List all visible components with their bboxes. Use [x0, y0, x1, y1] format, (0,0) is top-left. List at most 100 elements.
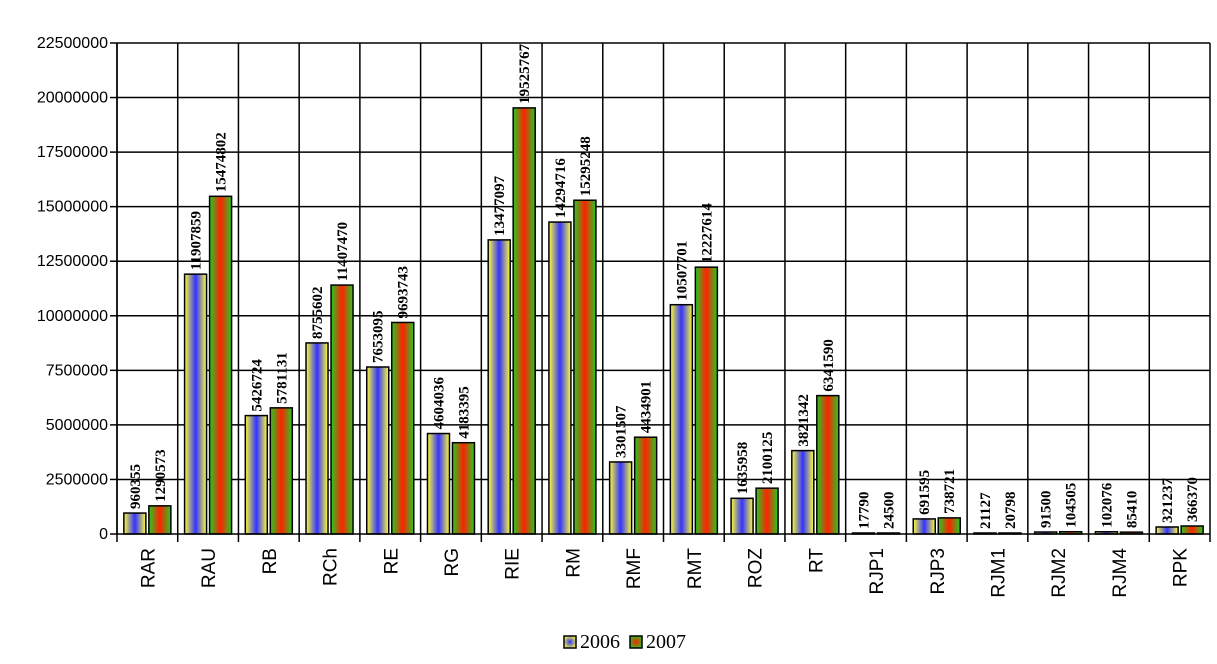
y-tick-label: 22500000 [37, 35, 108, 52]
bar-2007-RM [573, 199, 597, 535]
data-label: 104505 [1064, 483, 1080, 528]
data-label: 1635958 [735, 442, 751, 495]
data-label: 15295248 [578, 136, 594, 196]
x-tick-label: RM [563, 548, 584, 578]
y-tick-label: 5000000 [46, 417, 108, 434]
x-tick-label: RJP1 [867, 548, 888, 594]
bar-2007-RCh [330, 284, 354, 535]
data-label: 102076 [1099, 482, 1115, 528]
x-tick-label: RB [260, 548, 281, 574]
bar-2006-RG [426, 432, 451, 535]
bar-2006-RJP3 [912, 518, 936, 535]
legend-label-2006: 2006 [580, 631, 620, 653]
data-label: 3821342 [796, 394, 812, 447]
x-tick-label: RAU [199, 548, 220, 588]
legend-swatch-2006 [563, 635, 577, 649]
x-tick-label: ROZ [746, 548, 767, 589]
grid-lines [116, 42, 1211, 542]
data-label: 3301507 [614, 405, 630, 458]
data-label: 691595 [917, 470, 933, 515]
data-label: 1290573 [153, 449, 169, 502]
data-label: 321237 [1160, 477, 1176, 523]
x-tick-label: RJP3 [928, 548, 949, 594]
bars [123, 107, 1204, 535]
bar-2006-ROZ [730, 497, 754, 535]
data-label: 738721 [942, 469, 958, 514]
y-tick-label: 10000000 [37, 308, 108, 325]
x-tick-label: RJM4 [1110, 548, 1131, 598]
data-label: 9693743 [396, 266, 412, 319]
x-tick-label: RMT [685, 548, 706, 590]
bar-2006-RAR [123, 512, 147, 535]
bar-2006-RIE [487, 239, 511, 535]
x-tick-label: RG [442, 548, 463, 577]
data-labels: 960355 1290573 11907859 15474802 5426724 5781… [128, 43, 1201, 529]
data-label: 11407470 [335, 222, 351, 281]
bar-2007-RAR [148, 505, 172, 535]
bar-2006-RB [244, 414, 269, 535]
y-tick-label: 20000000 [37, 90, 108, 107]
legend-label-2007: 2007 [646, 631, 686, 653]
data-label: 91500 [1039, 491, 1055, 529]
y-tick-label: 12500000 [37, 253, 108, 270]
x-tick-label: RAR [138, 548, 159, 588]
bar-2007-RT [816, 394, 840, 535]
bar-2007-RIE [512, 107, 536, 535]
bar-2006-RM [548, 221, 572, 535]
data-label: 366370 [1185, 477, 1201, 522]
y-tick-label: 7500000 [46, 362, 108, 379]
bar-2007-RJP3 [937, 517, 961, 535]
x-tick-label: RT [806, 548, 827, 573]
bar-2006-RE [366, 366, 390, 535]
x-tick-label: RCh [321, 548, 342, 586]
axes: 0 2500000 5000000 7500000 10000000 12500000 15… [37, 35, 1210, 598]
data-label: 20798 [1003, 492, 1019, 529]
x-tick-label: RE [381, 548, 402, 574]
x-tick-label: RMF [624, 548, 645, 589]
data-label: 15474802 [214, 132, 230, 192]
data-label: 12227614 [699, 203, 715, 264]
bar-2007-RE [391, 321, 415, 535]
data-label: 11907859 [189, 211, 205, 270]
y-tick-label: 15000000 [37, 199, 108, 216]
data-label: 19525767 [517, 43, 533, 104]
y-tick-label: 0 [99, 526, 108, 543]
data-label: 21127 [978, 492, 994, 529]
data-label: 8755602 [310, 286, 326, 339]
x-tick-label: RJM2 [1049, 548, 1070, 598]
data-label: 5426724 [249, 359, 265, 412]
bar-2006-RMF [608, 461, 633, 535]
bar-2007-RMT [694, 266, 719, 535]
data-label: 960355 [128, 464, 144, 509]
data-label: 4183395 [456, 386, 472, 439]
data-label: 7653095 [371, 310, 387, 363]
y-tick-label: 17500000 [37, 144, 108, 161]
legend: 2006 2007 [563, 631, 686, 653]
bar-2007-RG [451, 441, 476, 535]
bar-2007-ROZ [755, 487, 779, 535]
data-label: 85410 [1124, 491, 1140, 529]
bar-2007-RB [269, 407, 294, 535]
bar-2007-RMF [633, 436, 658, 535]
data-label: 6341590 [821, 339, 837, 392]
bar-2007-RAU [208, 195, 233, 535]
data-label: 24500 [882, 492, 898, 530]
data-label: 2100125 [760, 432, 776, 485]
data-label: 14294716 [553, 158, 569, 219]
bar-2007-RPK [1180, 525, 1204, 535]
data-label: 10507701 [674, 241, 690, 301]
data-label: 17790 [857, 492, 873, 530]
data-label: 4434901 [639, 381, 655, 434]
x-tick-label: RJM1 [988, 548, 1009, 598]
legend-swatch-2007 [629, 635, 643, 649]
data-label: 4604036 [431, 377, 447, 430]
bar-2006-RT [791, 449, 815, 535]
y-tick-label: 2500000 [46, 471, 108, 488]
bar-2006-RPK [1155, 526, 1179, 535]
bar-2006-RCh [305, 342, 329, 535]
bar-2006-RAU [183, 273, 208, 535]
data-label: 5781131 [274, 352, 290, 404]
bar-2006-RMT [669, 303, 694, 535]
data-label: 13477097 [492, 175, 508, 236]
